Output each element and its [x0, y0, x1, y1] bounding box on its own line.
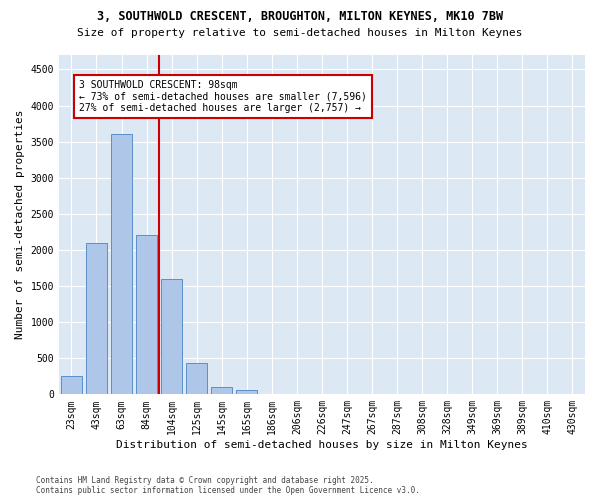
Bar	[111, 134, 132, 394]
Text: Size of property relative to semi-detached houses in Milton Keynes: Size of property relative to semi-detach…	[77, 28, 523, 38]
Bar	[236, 390, 257, 394]
Bar	[211, 387, 232, 394]
Bar	[161, 279, 182, 394]
Y-axis label: Number of semi-detached properties: Number of semi-detached properties	[15, 110, 25, 340]
Bar	[136, 236, 157, 394]
Text: 3 SOUTHWOLD CRESCENT: 98sqm
← 73% of semi-detached houses are smaller (7,596)
27: 3 SOUTHWOLD CRESCENT: 98sqm ← 73% of sem…	[79, 80, 367, 114]
Bar	[186, 364, 208, 394]
Text: Contains HM Land Registry data © Crown copyright and database right 2025.
Contai: Contains HM Land Registry data © Crown c…	[36, 476, 420, 495]
X-axis label: Distribution of semi-detached houses by size in Milton Keynes: Distribution of semi-detached houses by …	[116, 440, 528, 450]
Bar	[61, 376, 82, 394]
Bar	[86, 242, 107, 394]
Text: 3, SOUTHWOLD CRESCENT, BROUGHTON, MILTON KEYNES, MK10 7BW: 3, SOUTHWOLD CRESCENT, BROUGHTON, MILTON…	[97, 10, 503, 23]
